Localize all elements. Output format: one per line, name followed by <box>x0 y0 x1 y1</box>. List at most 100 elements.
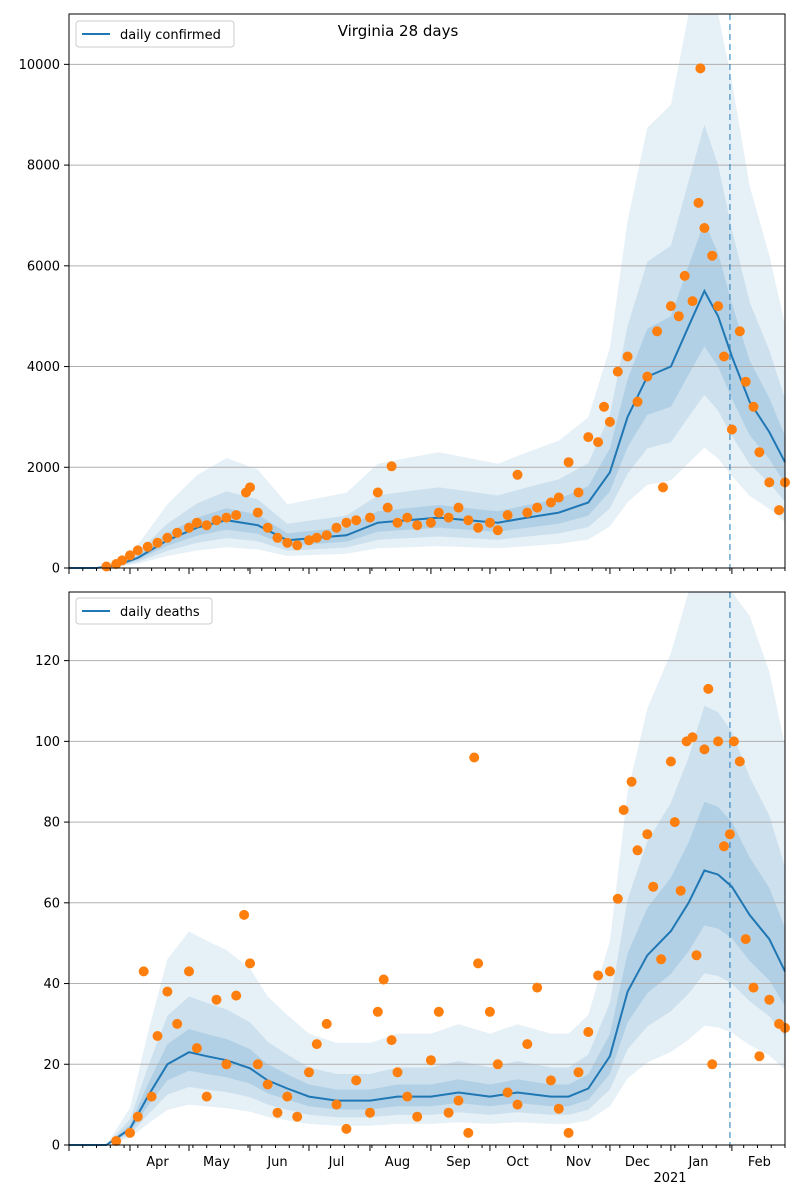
confirmed-daily-point <box>392 517 403 528</box>
confirmed-daily-point <box>101 561 112 572</box>
deaths-daily-point <box>563 1127 574 1138</box>
deaths-daily-point <box>162 986 173 997</box>
deaths-daily-point <box>132 1111 143 1122</box>
confirmed-daily-point <box>726 424 737 435</box>
deaths-daily-point <box>304 1067 314 1078</box>
deaths-daily-point <box>656 954 667 965</box>
confirmed-daily-point <box>604 416 615 427</box>
confirmed-daily-point <box>132 545 143 556</box>
deaths-daily-point <box>612 893 623 904</box>
deaths-uncertainty-bands <box>69 592 785 1145</box>
confirmed-daily-point <box>162 532 173 543</box>
confirmed-legend: daily confirmed <box>75 20 235 48</box>
deaths-daily-point <box>262 1079 273 1090</box>
deaths-daily-point <box>573 1067 584 1078</box>
month-tick-labels: Apr May Jun Jul Aug Sep Oct Nov Dec Jan Feb <box>146 1155 771 1170</box>
confirmed-daily-point <box>172 527 183 538</box>
confirmed-daily-point <box>252 507 263 518</box>
confirmed-daily-point <box>453 502 464 513</box>
confirmed-daily-point <box>152 537 163 548</box>
deaths-daily-point <box>433 1006 444 1017</box>
deaths-daily-point <box>201 1091 212 1102</box>
deaths-daily-point <box>512 1099 523 1110</box>
deaths-daily-point <box>665 756 676 767</box>
chart-title: Virginia 28 days <box>338 22 459 40</box>
confirmed-band-1 <box>69 124 785 569</box>
deaths-daily-point <box>764 994 775 1005</box>
confirmed-daily-point <box>502 510 513 521</box>
deaths-daily-point <box>553 1103 564 1114</box>
deaths-daily-point <box>545 1075 556 1086</box>
deaths-daily-point <box>492 1059 503 1070</box>
deaths-daily-point <box>675 885 686 896</box>
deaths-daily-point <box>239 909 250 920</box>
deaths-daily-point <box>469 752 480 763</box>
deaths-daily-point <box>669 817 680 828</box>
confirmed-daily-point <box>583 432 594 443</box>
confirmed-daily-point <box>117 555 128 566</box>
confirmed-daily-point <box>622 351 633 362</box>
deaths-legend-label: daily deaths <box>120 605 200 620</box>
confirmed-daily-point <box>321 530 332 541</box>
deaths-daily-point <box>341 1123 352 1134</box>
month-label: Jul <box>328 1155 345 1170</box>
confirmed-daily-point <box>658 482 668 493</box>
deaths-daily-point <box>691 950 702 961</box>
deaths-panel: 0 20 40 60 80 100 120 daily deaths <box>35 591 790 1154</box>
confirmed-daily-point <box>713 301 724 312</box>
deaths-daily-point <box>583 1027 594 1037</box>
deaths-daily-point <box>626 776 637 787</box>
confirmed-band-2 <box>69 221 785 569</box>
confirmed-daily-point <box>463 515 474 526</box>
deaths-daily-point <box>724 829 735 840</box>
confirmed-daily-point <box>734 326 745 337</box>
deaths-daily-point <box>443 1107 454 1118</box>
month-label: Jun <box>266 1155 287 1170</box>
confirmed-y-tick-label: 6000 <box>27 259 60 274</box>
deaths-daily-point <box>740 934 751 945</box>
month-label: Nov <box>566 1155 592 1170</box>
confirmed-daily-point <box>512 469 523 480</box>
confirmed-daily-point <box>221 512 232 523</box>
deaths-daily-point <box>425 1055 436 1066</box>
deaths-daily-point <box>351 1075 362 1086</box>
year-tick-label: 2021 <box>653 1171 686 1186</box>
deaths-daily-point <box>713 736 724 747</box>
confirmed-daily-point <box>184 522 194 533</box>
confirmed-daily-point <box>673 311 684 322</box>
deaths-daily-point <box>282 1091 293 1102</box>
month-label: Aug <box>385 1155 410 1170</box>
confirmed-daily-point <box>245 482 255 493</box>
confirmed-daily-point <box>272 532 283 543</box>
deaths-daily-point <box>593 970 604 981</box>
deaths-daily-point <box>386 1035 397 1046</box>
deaths-rolling-mean-line <box>69 869 786 1146</box>
deaths-daily-point <box>184 966 194 977</box>
confirmed-daily-point <box>642 371 653 382</box>
confirmed-daily-point <box>443 512 454 523</box>
confirmed-band-0 <box>69 14 785 568</box>
confirmed-daily-point <box>282 537 293 548</box>
deaths-daily-point <box>311 1039 322 1050</box>
deaths-y-tick-label: 20 <box>43 1058 60 1073</box>
confirmed-daily-point <box>125 550 135 561</box>
confirmed-daily-point <box>522 507 533 518</box>
confirmed-legend-label: daily confirmed <box>120 28 221 43</box>
deaths-daily-point <box>392 1067 403 1078</box>
deaths-daily-point <box>453 1095 464 1106</box>
confirmed-daily-point <box>433 507 444 518</box>
confirmed-daily-point <box>386 461 397 472</box>
deaths-daily-point <box>734 756 745 767</box>
deaths-daily-point <box>172 1018 183 1029</box>
deaths-band-2 <box>69 801 785 1145</box>
deaths-daily-point <box>365 1107 375 1118</box>
month-label: Dec <box>625 1155 650 1170</box>
deaths-daily-point <box>728 736 739 747</box>
deaths-daily-point <box>473 958 484 969</box>
deaths-daily-point <box>221 1059 232 1070</box>
confirmed-daily-point <box>563 457 574 468</box>
deaths-band-0 <box>69 592 785 1145</box>
month-label: Jan <box>687 1155 708 1170</box>
deaths-daily-point <box>719 841 729 852</box>
